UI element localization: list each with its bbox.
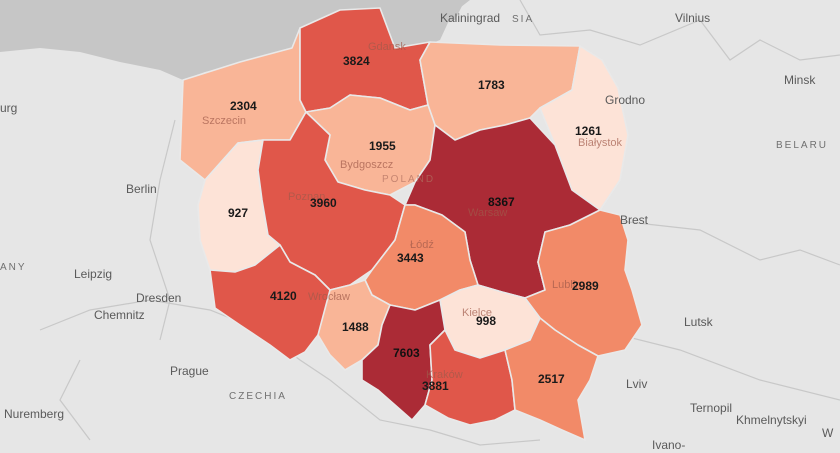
place-label-russia: SIA [512,14,534,25]
city-label-poznan: Poznan [288,191,325,203]
city-label-wroclaw: Wrocław [308,291,350,303]
country-border [59,359,91,441]
place-label-leipzig: Leipzig [74,267,112,281]
value-label-slaskie: 7603 [393,346,420,360]
value-label-kujawsko-pomorskie: 1955 [369,139,396,153]
place-label-chemnitz: Chemnitz [94,308,145,322]
value-label-zachodniopomorskie: 2304 [230,99,257,113]
value-label-swietokrzyskie: 998 [476,314,496,328]
place-label-kaliningrad: Kaliningrad [440,11,500,25]
country-border [519,0,840,61]
place-label-prague: Prague [170,364,209,378]
city-label-lublin: Lublin [552,279,581,291]
value-label-lubelskie: 2989 [572,279,599,293]
value-label-mazowieckie: 8367 [488,195,515,209]
place-label-lutsk: Lutsk [684,315,714,329]
place-label-nuremberg: Nuremberg [4,407,64,421]
value-label-lodzkie: 3443 [397,251,424,265]
place-label-poland: POLAND [382,174,435,185]
city-label-gdansk: Gdansk [368,41,406,53]
value-label-malopolskie: 3881 [422,379,449,393]
city-label-kielce: Kielce [462,307,492,319]
place-label-berlin: Berlin [126,182,157,196]
value-label-dolnoslaskie: 4120 [270,289,297,303]
place-label-edge-w: W [822,426,834,440]
city-label-warsaw: Warsaw [468,207,507,219]
place-label-czechia: CZECHIA [229,391,287,402]
value-label-podkarpackie: 2517 [538,372,565,386]
city-label-bydgoszcz: Bydgoszcz [340,159,393,171]
place-label-vilnius: Vilnius [675,11,710,25]
place-label-brest: Brest [620,213,649,227]
place-label-grodno: Grodno [605,93,645,107]
curonian-lagoon [425,0,465,28]
value-label-wielkopolskie: 3960 [310,196,337,210]
region-malopolskie[interactable] [424,329,516,426]
country-border [149,119,176,341]
country-border [39,299,331,381]
value-label-opolskie: 1488 [342,320,369,334]
city-label-szczecin: Szczecin [202,115,246,127]
country-border [599,329,840,401]
place-label-hamburg: urg [0,101,17,115]
place-label-dresden: Dresden [136,291,181,305]
value-label-podlaskie: 1261 [575,124,602,138]
city-label-krakow: Kraków [426,369,463,381]
place-label-belarus: BELARU [776,140,828,151]
country-border [609,219,840,266]
city-label-bialystok: Białystok [578,137,623,149]
value-label-lubuskie: 927 [228,206,248,220]
place-label-germany: ANY [0,262,27,273]
region-slaskie[interactable] [361,299,446,421]
place-label-ternopil: Ternopil [690,401,732,415]
value-label-pomorskie: 3824 [343,54,370,68]
place-label-ivano: Ivano- [652,438,685,452]
country-border [329,379,541,446]
value-label-warminsko-mazurskie: 1783 [478,78,505,92]
place-label-khmelnytskyi: Khmelnytskyi [736,413,807,427]
place-label-minsk: Minsk [784,73,816,87]
city-label-lodz: Łódź [410,239,434,251]
place-label-lviv: Lviv [626,377,647,391]
region-podkarpackie[interactable] [504,317,599,441]
